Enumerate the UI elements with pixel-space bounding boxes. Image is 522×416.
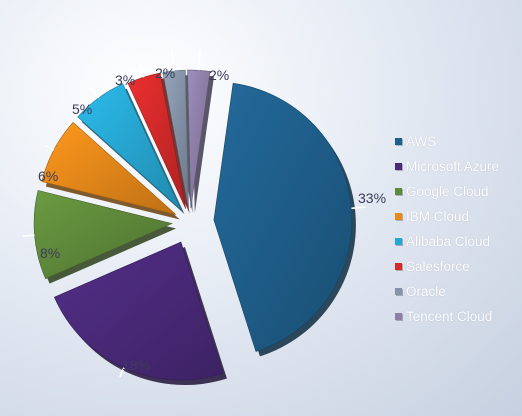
data-label-salesforce: 3% xyxy=(115,72,135,88)
data-label-aws: 33% xyxy=(358,190,386,206)
legend-label: Alibaba Cloud xyxy=(406,234,491,249)
leader-line-salesforce xyxy=(138,63,145,78)
data-label-alibaba-cloud: 5% xyxy=(72,101,92,117)
legend-label: Salesforce xyxy=(406,259,470,274)
leader-line-google-cloud xyxy=(22,234,35,238)
legend-item-salesforce: Salesforce xyxy=(395,254,499,279)
data-label-oracle: 2% xyxy=(155,65,175,81)
legend-item-microsoft-azure: Microsoft Azure xyxy=(395,154,499,179)
legend-swatch xyxy=(395,263,402,270)
legend-label: Oracle xyxy=(406,284,446,299)
legend-swatch xyxy=(395,213,402,220)
data-label-google-cloud: 8% xyxy=(40,245,60,261)
legend-item-ibm-cloud: IBM Cloud xyxy=(395,204,499,229)
legend-label: Google Cloud xyxy=(406,184,489,199)
leader-line-tencent-cloud xyxy=(198,50,201,71)
pie-slice-ibm-cloud xyxy=(41,121,177,215)
legend-swatch xyxy=(395,138,402,145)
legend-label: AWS xyxy=(406,134,437,149)
leader-line-aws xyxy=(351,206,366,210)
leader-line-alibaba-cloud xyxy=(89,86,100,99)
pie-slice-microsoft-azure xyxy=(54,241,224,381)
legend-swatch xyxy=(395,163,402,170)
legend-item-aws: AWS xyxy=(395,129,499,154)
legend-label: Microsoft Azure xyxy=(406,159,500,174)
legend-swatch xyxy=(395,188,402,195)
legend-swatch xyxy=(395,238,402,245)
legend-item-oracle: Oracle xyxy=(395,279,499,304)
leader-line-oracle xyxy=(170,48,175,71)
leader-line-microsoft-azure xyxy=(119,367,125,378)
legend-label: IBM Cloud xyxy=(406,209,470,224)
pie-slice-aws xyxy=(213,82,353,352)
legend-item-alibaba-cloud: Alibaba Cloud xyxy=(395,229,499,254)
legend-swatch xyxy=(395,288,402,295)
legend-label: Tencent Cloud xyxy=(406,309,493,324)
pie-slice-tencent-cloud xyxy=(187,69,211,209)
legend-item-tencent-cloud: Tencent Cloud xyxy=(395,304,499,329)
data-label-tencent-cloud: 2% xyxy=(209,67,229,83)
leader-line-ibm-cloud xyxy=(44,144,55,151)
data-label-microsoft-azure: 18% xyxy=(122,357,150,373)
chart-legend: AWS Microsoft Azure Google Cloud IBM Cloud A… xyxy=(395,129,499,329)
legend-swatch xyxy=(395,313,402,320)
legend-item-google-cloud: Google Cloud xyxy=(395,179,499,204)
data-label-ibm-cloud: 6% xyxy=(38,168,58,184)
